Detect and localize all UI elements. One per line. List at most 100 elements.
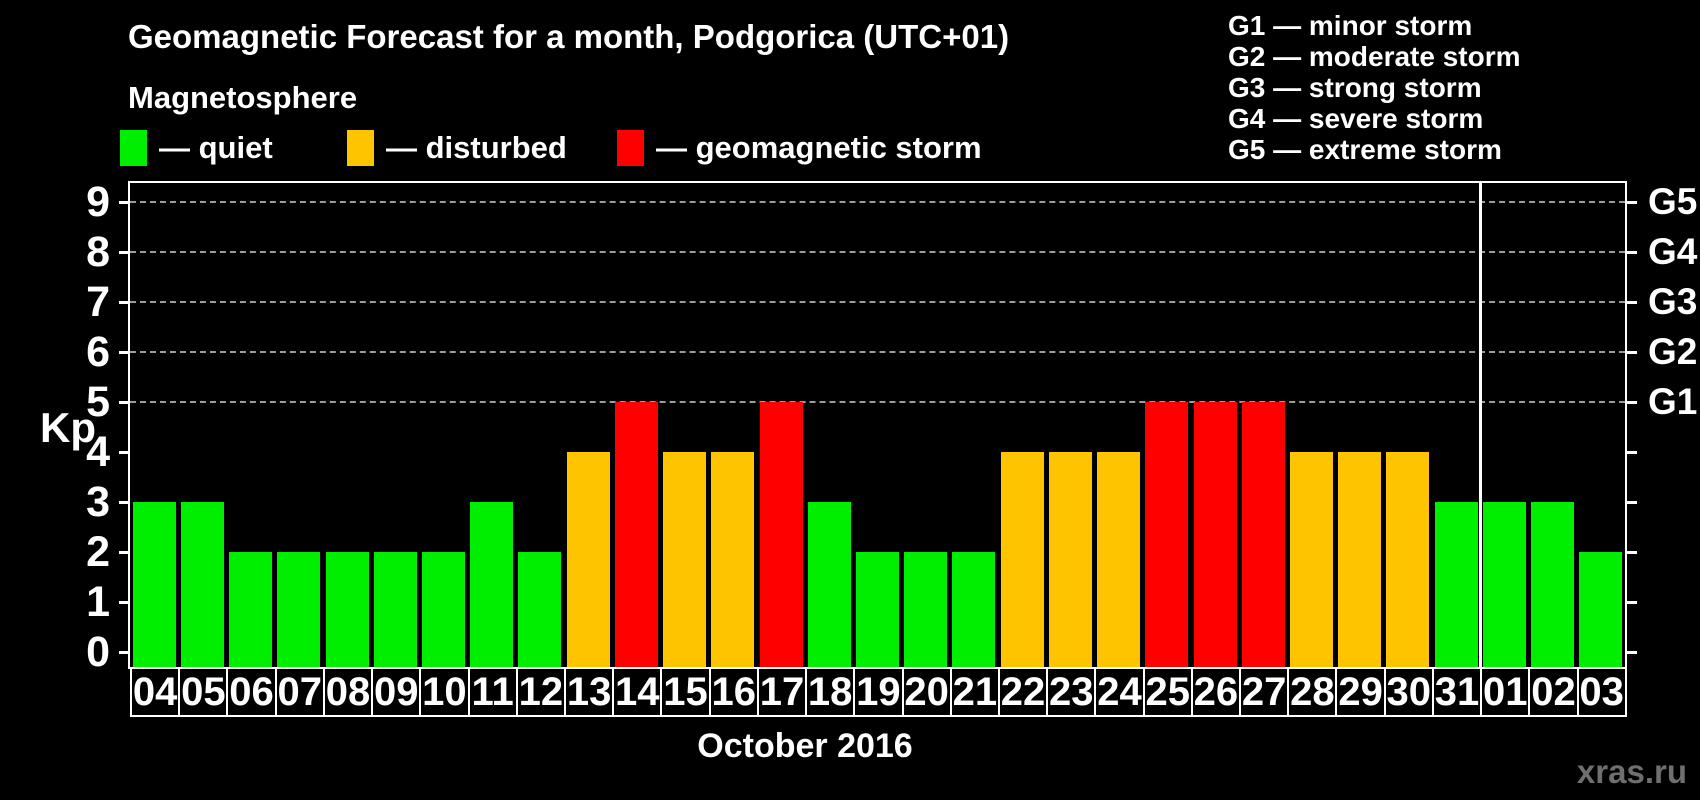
- kp-bar-day-31: [1434, 501, 1478, 667]
- y-tick-label-9: 9: [86, 178, 110, 227]
- day-cell-15: 15: [660, 667, 711, 717]
- day-cell-25: 25: [1142, 667, 1193, 717]
- legend-label-quiet: — quiet: [159, 130, 273, 165]
- day-cell-09: 09: [371, 667, 422, 717]
- day-cell-12: 12: [515, 667, 566, 717]
- day-cell-23: 23: [1046, 667, 1097, 717]
- g-level-label-g3: G3: [1648, 280, 1698, 322]
- day-cell-08: 08: [322, 667, 374, 717]
- y-tick-6: [119, 350, 130, 354]
- kp-bar-day-21: [952, 551, 996, 667]
- kp-bar-day-13: [566, 451, 610, 667]
- y-tick-label-3: 3: [86, 477, 110, 526]
- gridline-kp6: [130, 350, 1625, 353]
- page-title: Geomagnetic Forecast for a month, Podgor…: [128, 18, 1010, 55]
- kp-bar-day-30: [1386, 451, 1430, 667]
- kp-bar-day-22: [1000, 451, 1044, 667]
- day-axis-row: 04 05 06 07 08 09 10 11 12 13 14 15 16 17 18 19 20 21 22 23…: [130, 667, 1627, 717]
- kp-bar-day-15: [663, 451, 707, 667]
- day-cell-30: 30: [1383, 667, 1434, 717]
- day-cell-04: 04: [130, 667, 181, 717]
- kp-bar-day-28: [1290, 451, 1334, 667]
- y-tick-9: [119, 201, 130, 205]
- day-cell-19: 19: [853, 667, 904, 717]
- day-cell-22: 22: [997, 667, 1049, 717]
- day-cell-13: 13: [563, 667, 615, 717]
- kp-bar-day-18: [807, 501, 851, 667]
- kp-bar-day-10: [421, 551, 465, 667]
- right-tick-5: [1626, 400, 1637, 404]
- y-tick-4: [119, 450, 130, 454]
- storm-scale-line-1: G1 — minor storm: [1228, 10, 1473, 41]
- right-tick-9: [1626, 201, 1637, 205]
- legend-swatch-quiet-icon: [120, 130, 147, 166]
- day-cell-05: 05: [178, 667, 229, 717]
- kp-bar-day-09: [373, 551, 417, 667]
- y-tick-3: [119, 500, 130, 504]
- kp-bar-day-12: [518, 551, 562, 667]
- day-cell-29: 29: [1335, 667, 1386, 717]
- day-cell-14: 14: [612, 667, 663, 717]
- g-level-label-g5: G5: [1648, 181, 1698, 223]
- day-cell-18: 18: [805, 667, 856, 717]
- kp-bar-day-25: [1145, 401, 1189, 667]
- day-cell-01: 01: [1480, 667, 1531, 717]
- storm-scale-legend: G1 — minor storm G2 — moderate storm G3 — …: [1228, 10, 1521, 165]
- y-tick-label-8: 8: [86, 227, 110, 276]
- y-tick-label-5: 5: [86, 377, 110, 426]
- right-tick-6: [1626, 350, 1637, 354]
- y-tick-label-6: 6: [86, 327, 110, 376]
- y-tick-label-2: 2: [86, 527, 110, 576]
- day-cell-26: 26: [1190, 667, 1242, 717]
- right-tick-4: [1626, 450, 1637, 454]
- kp-bar-day-26: [1193, 401, 1237, 667]
- y-tick-2: [119, 550, 130, 554]
- kp-axis-label: Kp: [40, 404, 96, 451]
- day-cell-02: 02: [1528, 667, 1579, 717]
- kp-bar-day-01: [1482, 501, 1526, 667]
- month-separator: [1478, 183, 1482, 667]
- storm-scale-line-3: G3 — strong storm: [1228, 72, 1482, 103]
- g-level-label-g4: G4: [1648, 230, 1698, 272]
- watermark: xras.ru: [1576, 753, 1687, 790]
- legend-item-quiet: — quiet: [120, 127, 273, 169]
- kp-bar-day-16: [711, 451, 755, 667]
- y-tick-0: [119, 650, 130, 654]
- kp-bar-day-14: [614, 401, 658, 667]
- y-tick-1: [119, 600, 130, 604]
- kp-bar-day-23: [1048, 451, 1092, 667]
- legend-item-disturbed: — disturbed: [347, 127, 567, 169]
- gridline-kp5: [130, 400, 1625, 403]
- kp-bar-day-27: [1241, 401, 1285, 667]
- y-tick-7: [119, 300, 130, 304]
- legend-label-disturbed: — disturbed: [386, 130, 567, 165]
- kp-bar-day-07: [277, 551, 321, 667]
- y-tick-label-4: 4: [86, 427, 110, 476]
- legend-swatch-storm-icon: [617, 130, 644, 166]
- g-level-label-g2: G2: [1648, 330, 1698, 372]
- gridline-kp7: [130, 300, 1625, 303]
- kp-bar-day-29: [1338, 451, 1382, 667]
- right-tick-8: [1626, 250, 1637, 254]
- kp-bar-day-02: [1531, 501, 1575, 667]
- storm-scale-line-5: G5 — extreme storm: [1228, 134, 1502, 165]
- day-cell-27: 27: [1239, 667, 1290, 717]
- day-cell-11: 11: [467, 667, 518, 717]
- right-tick-2: [1626, 550, 1637, 554]
- day-cell-21: 21: [949, 667, 1000, 717]
- legend-swatch-disturbed-icon: [347, 130, 374, 166]
- day-cell-31: 31: [1431, 667, 1483, 717]
- day-cell-16: 16: [708, 667, 759, 717]
- day-cell-06: 06: [226, 667, 277, 717]
- day-cell-24: 24: [1094, 667, 1145, 717]
- storm-scale-line-4: G4 — severe storm: [1228, 103, 1484, 134]
- kp-bar-day-06: [229, 551, 273, 667]
- legend-item-storm: — geomagnetic storm: [617, 127, 982, 169]
- kp-bar-day-08: [325, 551, 369, 667]
- y-tick-label-1: 1: [86, 577, 110, 626]
- kp-bar-day-04: [132, 501, 176, 667]
- right-tick-1: [1626, 600, 1637, 604]
- y-tick-8: [119, 250, 130, 254]
- day-cell-10: 10: [419, 667, 470, 717]
